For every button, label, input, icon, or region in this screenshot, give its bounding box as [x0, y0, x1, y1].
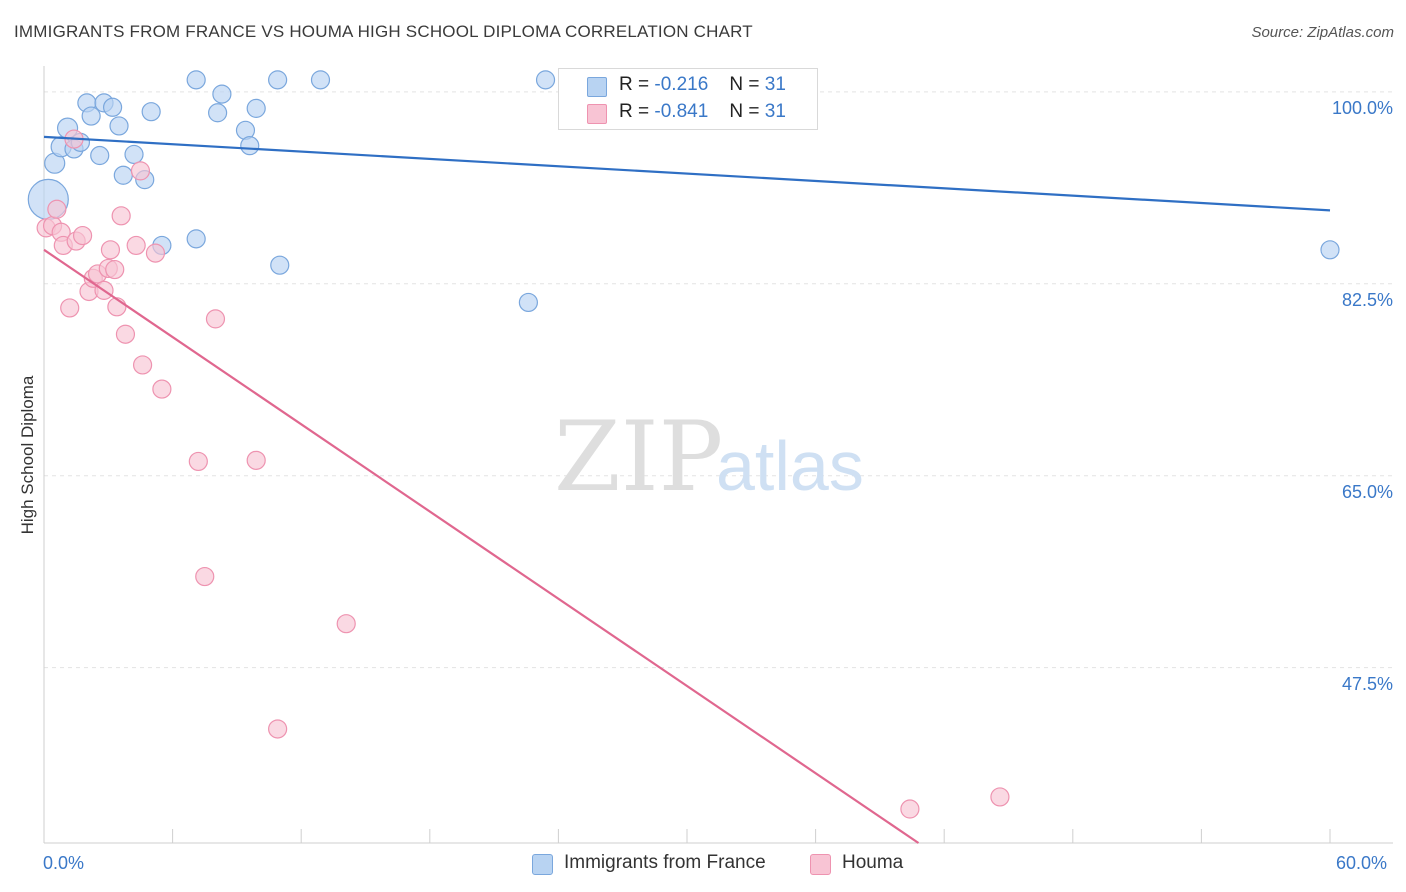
point-france-19: [208, 103, 228, 123]
point-france-24: [268, 70, 288, 90]
point-houma-8: [72, 225, 93, 246]
y-tick-label-3: 47.5%: [1341, 673, 1393, 694]
point-france-12: [113, 165, 133, 185]
correlation-legend: R = -0.216 N = 31 R = -0.841 N = 31: [558, 68, 818, 130]
trend-line-france: [43, 135, 1331, 212]
point-france-10: [102, 97, 123, 117]
legend-n-label: N =: [729, 74, 760, 95]
legend-r-label: R =: [619, 74, 650, 95]
point-france-13: [124, 144, 144, 165]
point-houma-30: [900, 799, 920, 819]
point-france-26: [310, 70, 331, 90]
point-france-20: [212, 84, 232, 104]
point-france-17: [186, 70, 206, 90]
legend-r-value-houma: -0.841: [654, 101, 709, 122]
x-tick-label-max: 60.0%: [1336, 853, 1388, 873]
point-houma-5: [60, 298, 80, 318]
point-houma-19: [126, 235, 146, 256]
point-houma-28: [268, 719, 288, 739]
point-france-28: [535, 70, 556, 90]
legend-n-value-france: 31: [764, 74, 786, 95]
watermark-atlas: atlas: [716, 427, 864, 505]
point-houma-23: [152, 379, 172, 399]
source-credit: Source: ZipAtlas.com: [1251, 24, 1394, 41]
bottom-legend-label-france: Immigrants from France: [564, 852, 766, 873]
point-houma-31: [990, 787, 1010, 807]
grid-lines: [44, 91, 1393, 669]
point-france-7: [81, 106, 101, 126]
data-points: [27, 70, 1340, 819]
y-axis-label: High School Diploma: [18, 375, 37, 535]
point-france-8: [90, 145, 110, 166]
point-houma-14: [100, 240, 121, 260]
point-houma-22: [145, 243, 166, 263]
point-france-30: [1320, 240, 1340, 260]
bottom-legend-swatch-france: [532, 854, 553, 875]
point-houma-26: [205, 309, 226, 329]
legend-swatch-houma: [587, 104, 607, 124]
legend-r-label: R =: [619, 101, 650, 122]
point-houma-29: [336, 614, 356, 634]
watermark: ZIP atlas: [554, 401, 864, 513]
trend-line-houma: [43, 248, 920, 844]
point-france-22: [240, 136, 260, 156]
point-france-23: [246, 98, 266, 118]
point-houma-15: [105, 259, 125, 280]
point-france-15: [141, 102, 161, 122]
legend-n-label: N =: [729, 101, 760, 122]
bottom-legend-swatch-houma: [810, 854, 831, 875]
point-france-27: [518, 292, 538, 313]
point-houma-25: [195, 566, 215, 587]
y-tick-label-2: 65.0%: [1341, 481, 1393, 502]
point-houma-24: [188, 451, 208, 472]
legend-swatch-france: [587, 77, 607, 97]
legend-r-value-france: -0.216: [654, 74, 709, 95]
point-france-25: [270, 255, 290, 275]
bottom-legend-label-houma: Houma: [842, 852, 904, 873]
point-houma-2: [47, 199, 67, 219]
trend-lines: [43, 135, 1331, 844]
point-houma-27: [246, 450, 266, 470]
legend-n-value-houma: 31: [764, 101, 786, 122]
point-houma-21: [132, 355, 153, 375]
chart-title: IMMIGRANTS FROM FRANCE VS HOUMA HIGH SCH…: [14, 22, 753, 41]
y-tick-label-0: 100.0%: [1331, 97, 1393, 118]
point-houma-17: [111, 206, 131, 226]
y-tick-label-1: 82.5%: [1341, 289, 1393, 310]
watermark-zip: ZIP: [554, 401, 723, 513]
point-houma-18: [115, 324, 136, 344]
point-houma-20: [130, 161, 151, 181]
x-tick-label-min: 0.0%: [43, 853, 85, 873]
point-france-11: [109, 116, 129, 136]
point-france-18: [186, 229, 206, 249]
